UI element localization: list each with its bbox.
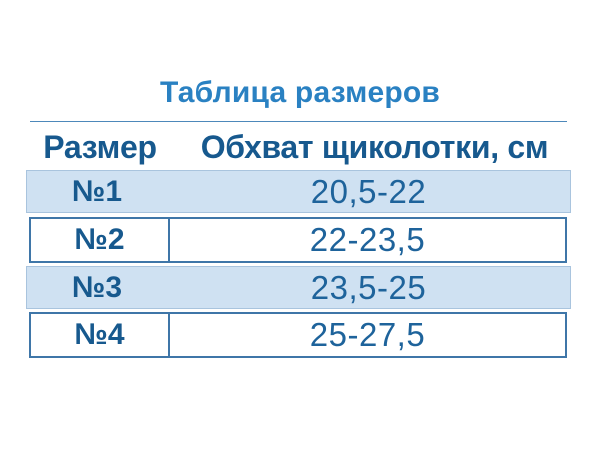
title-divider-line xyxy=(30,121,567,122)
table-row: №3 23,5-25 xyxy=(26,266,571,309)
column-header-size: Размер xyxy=(43,128,157,165)
size-cell: №1 xyxy=(71,174,123,208)
size-cell: №3 xyxy=(71,270,123,304)
table-row: №4 25-27,5 xyxy=(29,312,567,358)
value-cell: 20,5-22 xyxy=(310,172,427,210)
page-title: Таблица размеров xyxy=(159,76,441,109)
size-cell: №2 xyxy=(31,219,170,261)
table-row: №1 20,5-22 xyxy=(26,170,571,213)
value-cell: 25-27,5 xyxy=(309,316,426,353)
table-header-row: Размер Обхват щиколотки, см xyxy=(24,124,573,170)
column-header-ankle-girth: Обхват щиколотки, см xyxy=(200,128,549,165)
value-cell: 22-23,5 xyxy=(309,221,426,258)
table-row: №2 22-23,5 xyxy=(29,217,567,263)
value-cell: 23,5-25 xyxy=(310,268,427,306)
size-cell: №4 xyxy=(31,314,170,356)
